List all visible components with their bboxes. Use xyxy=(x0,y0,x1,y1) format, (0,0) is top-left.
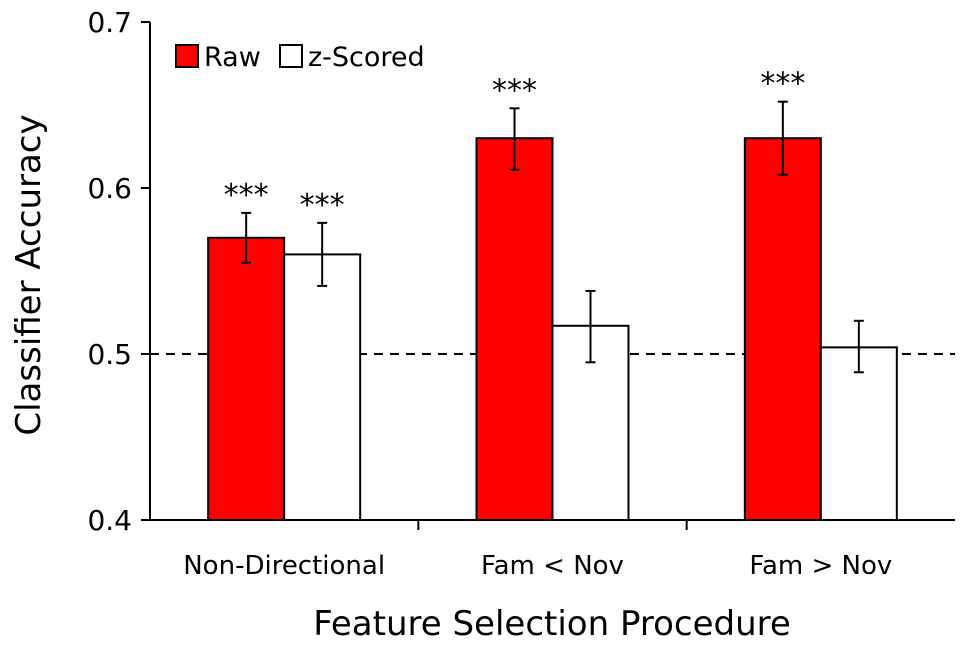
bar-raw xyxy=(475,137,554,521)
y-tick-label: 0.4 xyxy=(87,504,132,537)
bar-z-scored xyxy=(283,253,362,521)
y-axis-title: Classifier Accuracy xyxy=(9,114,49,435)
x-tick-label: Fam < Nov xyxy=(481,551,624,581)
significance-label: *** xyxy=(492,73,537,108)
legend-swatch xyxy=(175,44,199,68)
significance-label: *** xyxy=(760,67,805,102)
bar-raw xyxy=(743,137,822,521)
bar-z-scored xyxy=(819,346,898,521)
x-tick-label: Non-Directional xyxy=(183,551,385,581)
significance-label: *** xyxy=(300,188,345,223)
y-tick-label: 0.5 xyxy=(87,338,132,371)
x-axis-title: Feature Selection Procedure xyxy=(313,604,791,644)
legend-label: z-Scored xyxy=(308,42,425,73)
y-tick-label: 0.7 xyxy=(87,6,132,39)
legend-label: Raw xyxy=(204,42,261,73)
x-tick-label: Fam > Nov xyxy=(749,551,892,581)
significance-label: *** xyxy=(224,178,269,213)
bar-raw xyxy=(207,236,286,522)
plot-area: 0.4 0.5 0.6 0.7 *** *** Non-Directional *** Fam … xyxy=(87,6,955,581)
y-tick-label: 0.6 xyxy=(87,172,132,205)
legend-swatch xyxy=(279,44,303,68)
